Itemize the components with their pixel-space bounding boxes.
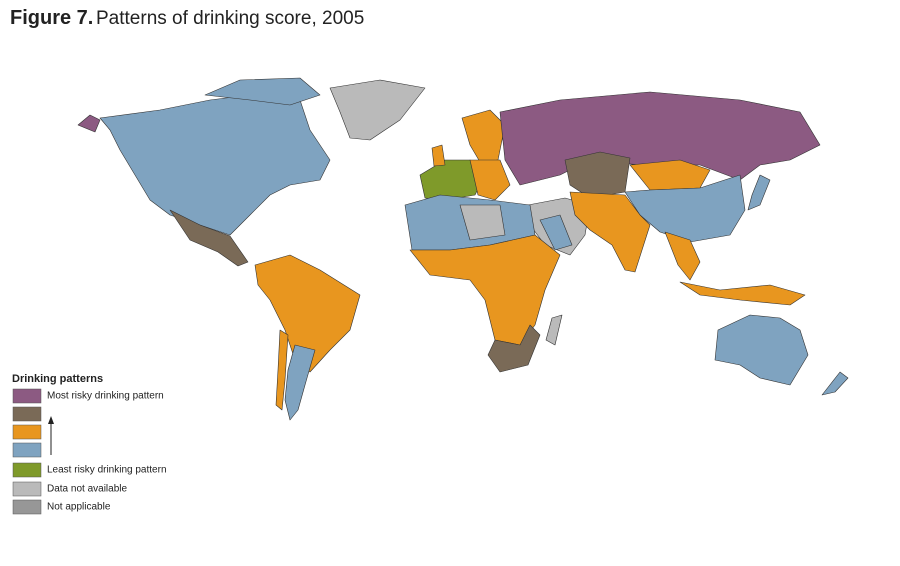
alaska bbox=[77, 114, 101, 133]
mongolia bbox=[629, 159, 711, 191]
chile bbox=[275, 329, 289, 411]
arctic-islands bbox=[204, 77, 321, 106]
legend-label: Data not available bbox=[47, 484, 127, 495]
madagascar bbox=[545, 314, 563, 346]
southern-africa bbox=[487, 324, 541, 373]
north-america bbox=[99, 94, 331, 236]
central-america bbox=[169, 209, 249, 267]
figure-label: Figure 7. bbox=[10, 7, 93, 29]
greenland bbox=[329, 79, 426, 141]
legend-swatch bbox=[12, 481, 42, 497]
legend-arrow-head bbox=[48, 416, 54, 424]
legend-swatch bbox=[12, 424, 42, 440]
uk bbox=[431, 144, 446, 167]
northern-europe bbox=[461, 109, 506, 163]
arabia bbox=[539, 214, 573, 251]
australia bbox=[714, 314, 809, 386]
legend-swatch bbox=[12, 406, 42, 422]
south-america bbox=[254, 254, 361, 373]
legend-label: Least risky drinking pattern bbox=[47, 465, 167, 476]
japan bbox=[747, 174, 771, 211]
legend-label: Most risky drinking pattern bbox=[47, 391, 164, 402]
eastern-europe bbox=[469, 159, 511, 201]
legend: Drinking patterns Most risky drinking pa… bbox=[12, 373, 167, 515]
legend-swatch bbox=[12, 442, 42, 458]
figure-title: Patterns of drinking score, 2005 bbox=[96, 8, 364, 29]
central-asia bbox=[564, 151, 631, 199]
china bbox=[624, 174, 746, 243]
legend-swatch bbox=[12, 462, 42, 478]
southern-cone bbox=[284, 344, 316, 421]
legend-swatch bbox=[12, 388, 42, 404]
legend-swatch bbox=[12, 499, 42, 515]
new-zealand bbox=[821, 371, 849, 396]
indonesia bbox=[679, 281, 806, 306]
southeast-asia bbox=[664, 231, 701, 281]
world-map bbox=[77, 77, 849, 421]
legend-label: Not applicable bbox=[47, 502, 111, 513]
south-asia bbox=[569, 191, 651, 273]
central-africa bbox=[409, 234, 561, 346]
legend-title: Drinking patterns bbox=[12, 373, 103, 385]
sahara bbox=[459, 204, 506, 241]
